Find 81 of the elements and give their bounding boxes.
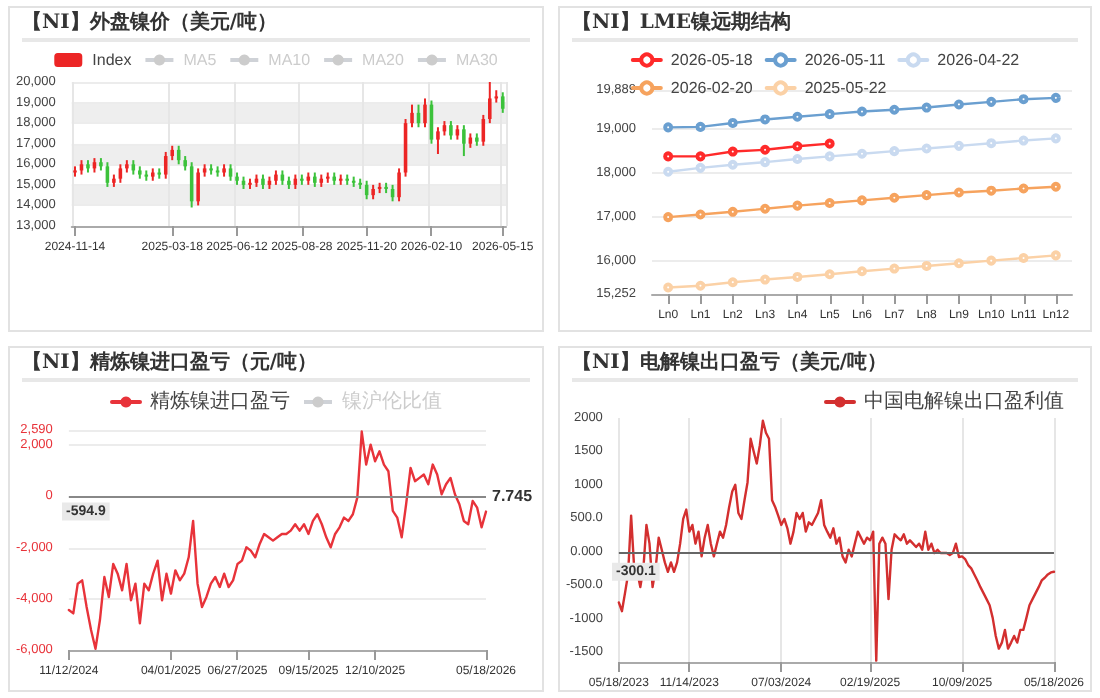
point [727, 159, 738, 170]
legend-label: 中国电解镍出口盈利值 [864, 389, 1064, 413]
candlestick [423, 97, 427, 129]
point [953, 258, 964, 269]
chart-title: 【NI】LME镍远期结构 [572, 8, 1078, 42]
point [921, 260, 932, 271]
point [727, 277, 738, 288]
legend-label: 2026-02-20 [670, 79, 754, 97]
point [1018, 253, 1029, 264]
point [953, 99, 964, 110]
candlestick [196, 167, 200, 207]
text: 7.745 [492, 487, 534, 505]
legend-label: Index [92, 51, 132, 69]
point [1018, 94, 1029, 105]
point [986, 138, 997, 149]
point [727, 117, 738, 128]
point [695, 209, 706, 220]
point [889, 192, 900, 203]
chart-title: 【NI】精炼镍进口盈亏（元/吨） [22, 348, 530, 382]
point [663, 282, 674, 293]
point [792, 141, 803, 152]
point [695, 280, 706, 291]
point [760, 114, 771, 125]
point [953, 140, 964, 151]
point [663, 151, 674, 162]
chart-title: 【NI】电解镍出口盈亏（美元/吨） [572, 348, 1078, 382]
point [953, 187, 964, 198]
point [986, 255, 997, 266]
point [695, 121, 706, 132]
point [1018, 183, 1029, 194]
candlestick [500, 91, 505, 114]
point [1050, 250, 1061, 261]
point [889, 263, 900, 274]
point [1018, 135, 1029, 146]
candlestick [488, 81, 492, 125]
point [857, 195, 867, 206]
point [857, 266, 867, 277]
candlestick [462, 124, 466, 158]
point [824, 269, 835, 280]
point [663, 212, 674, 223]
point [1050, 92, 1061, 103]
point [695, 162, 706, 173]
point [760, 274, 771, 285]
point [824, 198, 835, 209]
point [663, 166, 674, 177]
legend-label: 2026-05-11 [804, 51, 887, 69]
line-series [67, 430, 488, 650]
point [824, 151, 835, 162]
point [663, 122, 674, 133]
point [760, 157, 771, 168]
point [921, 143, 932, 154]
point [727, 206, 738, 217]
point [792, 154, 803, 165]
point [824, 109, 835, 120]
point [824, 138, 835, 149]
point [986, 96, 997, 107]
chart-title: 【NI】外盘镍价（美元/吨） [22, 8, 530, 42]
point [857, 106, 867, 117]
candlestick [436, 126, 440, 155]
point [792, 111, 803, 122]
point [727, 146, 738, 157]
legend-label: 2026-05-18 [670, 51, 754, 69]
point [1050, 181, 1061, 192]
point [760, 144, 771, 155]
point [857, 148, 867, 159]
legend-label: 2026-04-22 [937, 51, 1021, 69]
point [695, 151, 706, 162]
point [792, 200, 803, 211]
point [921, 102, 932, 113]
point [760, 203, 771, 214]
point [792, 271, 803, 282]
candlestick [449, 120, 453, 141]
candlestick [163, 150, 168, 180]
point [889, 146, 900, 157]
legend-label: 2025-05-22 [804, 79, 888, 97]
legend-label: 精炼镍进口盈亏 [150, 389, 290, 413]
point [986, 185, 997, 196]
point [889, 104, 900, 115]
candlestick [397, 167, 401, 203]
point [1050, 133, 1061, 144]
point [921, 190, 932, 201]
